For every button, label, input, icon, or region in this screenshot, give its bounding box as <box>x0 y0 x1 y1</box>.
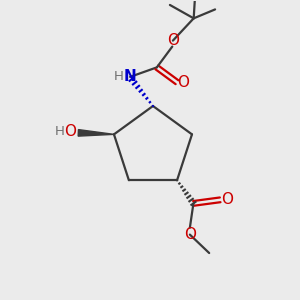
Text: H: H <box>55 125 65 138</box>
Text: O: O <box>64 124 76 139</box>
Text: N: N <box>124 69 136 84</box>
Text: O: O <box>184 227 196 242</box>
Text: H: H <box>113 70 123 83</box>
Polygon shape <box>78 130 114 136</box>
Text: O: O <box>178 75 190 90</box>
Text: O: O <box>167 33 179 48</box>
Text: O: O <box>221 192 233 207</box>
